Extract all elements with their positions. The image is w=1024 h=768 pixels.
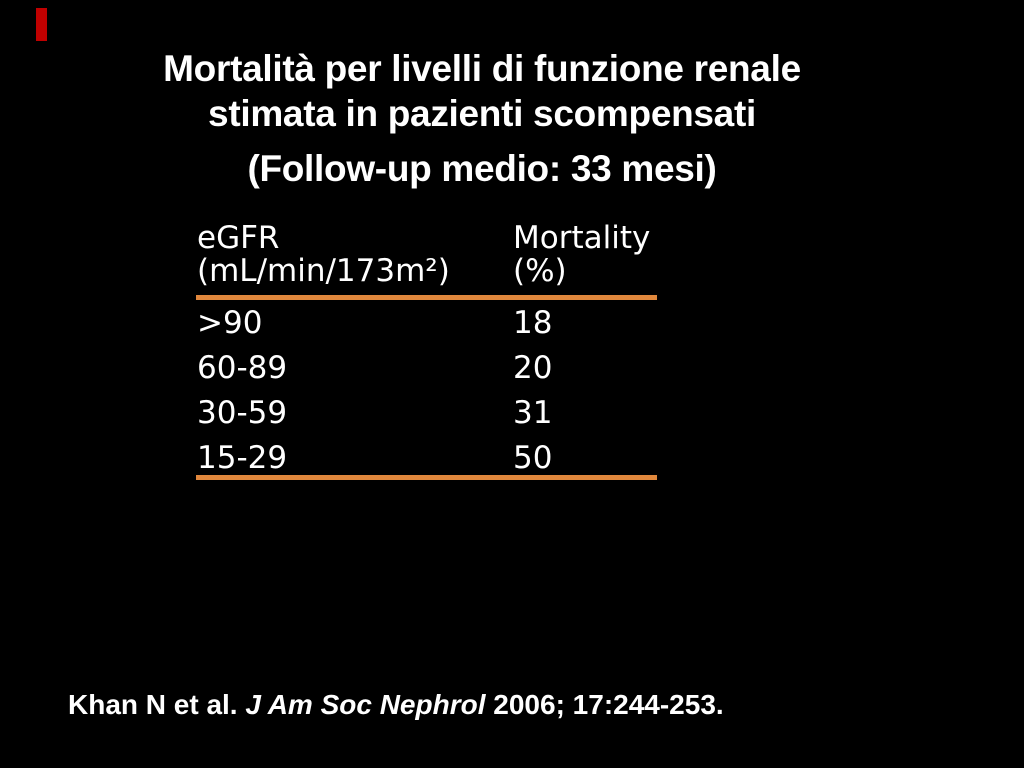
egfr-range-cell: 30-59 — [197, 395, 288, 431]
egfr-range-cell: 15-29 — [197, 440, 288, 476]
egfr-range-cell: 60-89 — [197, 350, 288, 386]
table-row: 60-89 20 — [0, 346, 1024, 391]
mortality-value-cell: 20 — [513, 350, 553, 386]
slide-subtitle: (Follow-up medio: 33 mesi) — [247, 148, 717, 189]
table-header-egfr-line2: (mL/min/173m²) — [197, 253, 450, 289]
slide-accent-bar — [36, 8, 47, 41]
mortality-value-cell: 50 — [513, 440, 553, 476]
table-header-mortality: Mortality (%) — [513, 222, 650, 288]
table-row: 30-59 31 — [0, 391, 1024, 436]
slide-title-line1: Mortalità per livelli di funzione renale — [163, 48, 801, 89]
table-rule-top — [196, 295, 657, 300]
table-header-egfr: eGFR (mL/min/173m²) — [197, 222, 450, 288]
mortality-value-cell: 31 — [513, 395, 553, 431]
table-header-mortality-line2: (%) — [513, 253, 567, 289]
table-rule-bottom — [196, 475, 657, 480]
table-row: 15-29 50 — [0, 436, 1024, 481]
citation-authors: Khan N et al. — [68, 689, 246, 720]
slide-title: Mortalità per livelli di funzione renale… — [20, 46, 944, 136]
egfr-range-cell: >90 — [197, 305, 263, 341]
table-header-egfr-line1: eGFR — [197, 220, 280, 256]
table-header-mortality-line1: Mortality — [513, 220, 651, 256]
citation-journal: J Am Soc Nephrol — [245, 689, 486, 720]
citation: Khan N et al. J Am Soc Nephrol 2006; 17:… — [68, 688, 724, 722]
table-row: >90 18 — [0, 301, 1024, 346]
slide-title-line2: stimata in pazienti scompensati — [208, 93, 756, 134]
citation-reference: 2006; 17:244-253. — [485, 689, 724, 720]
mortality-value-cell: 18 — [513, 305, 553, 341]
